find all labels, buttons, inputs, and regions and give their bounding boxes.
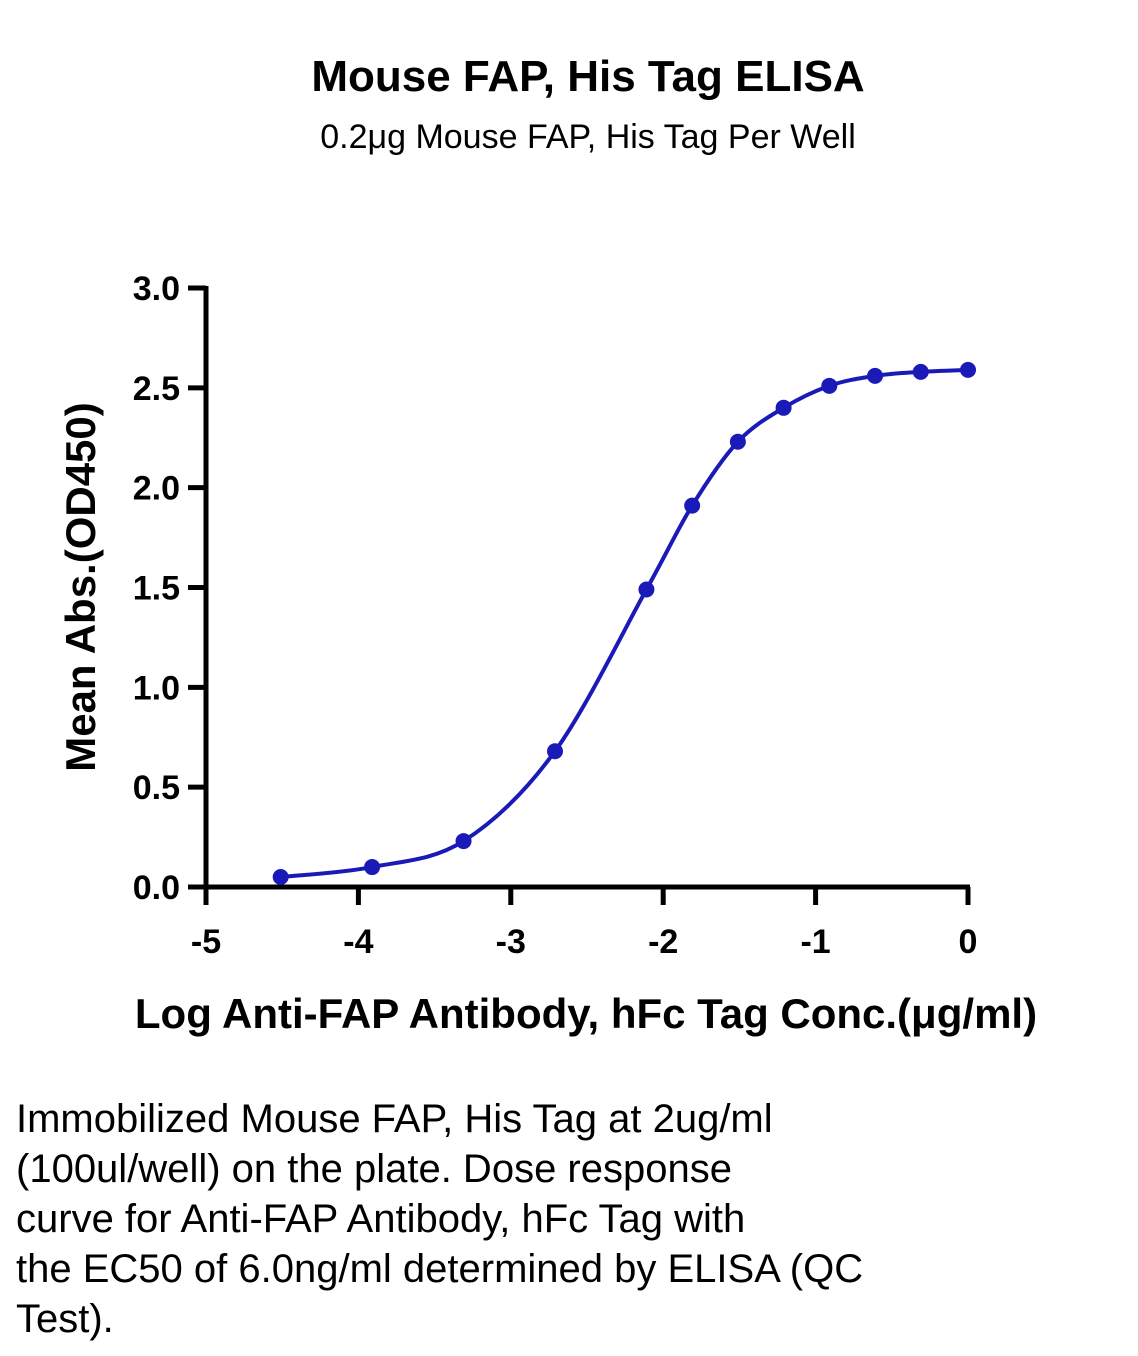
axes: 0.0 0.5 1.0 1.5 2.0 2.5 3.0 -5 -4 -3 -2 -1 0 [133, 270, 978, 961]
caption-line: (100ul/well) on the plate. Dose response [16, 1147, 732, 1191]
caption-line: curve for Anti-FAP Antibody, hFc Tag wit… [16, 1197, 746, 1241]
x-tick-label: 0 [959, 923, 978, 961]
data-point [912, 363, 929, 380]
x-tick-label: -1 [800, 923, 830, 961]
y-tick-label: 1.0 [133, 669, 180, 707]
y-tick-label: 2.0 [133, 470, 180, 508]
chart-title: Mouse FAP, His Tag ELISA [311, 52, 865, 101]
x-tick-label: -5 [191, 923, 221, 961]
x-tick-label: -4 [343, 923, 373, 961]
caption: Immobilized Mouse FAP, His Tag at 2ug/ml… [16, 1094, 1016, 1344]
series-line [280, 367, 969, 880]
data-point [775, 399, 792, 416]
data-point [638, 581, 655, 598]
caption-line: Test). [16, 1297, 114, 1341]
curve-layer [280, 367, 969, 880]
y-tick-label: 3.0 [133, 270, 180, 308]
data-point [729, 433, 746, 450]
x-tick-label: -3 [496, 923, 526, 961]
data-point [684, 497, 701, 514]
y-tick-label: 2.5 [133, 370, 180, 408]
data-point [821, 377, 838, 394]
points-layer [272, 361, 976, 886]
caption-line: the EC50 of 6.0ng/ml determined by ELISA… [16, 1247, 864, 1291]
data-point [960, 361, 976, 378]
data-point [546, 743, 563, 760]
chart-subtitle: 0.2μg Mouse FAP, His Tag Per Well [320, 118, 856, 156]
caption-line: Immobilized Mouse FAP, His Tag at 2ug/ml [16, 1097, 773, 1141]
data-point [867, 367, 884, 384]
chart: 0.0 0.5 1.0 1.5 2.0 2.5 3.0 -5 -4 -3 -2 -1 0 Log Ant… [57, 270, 1037, 1037]
y-axis-title: Mean Abs.(OD450) [57, 402, 104, 772]
y-tick-label: 1.5 [133, 570, 180, 608]
y-tick-label: 0.5 [133, 769, 180, 807]
data-point [364, 859, 381, 876]
x-axis-title: Log Anti-FAP Antibody, hFc Tag Conc.(μg/… [135, 990, 1037, 1037]
y-tick-label: 0.0 [133, 869, 180, 907]
data-point [272, 869, 289, 886]
data-point [455, 833, 472, 850]
x-tick-label: -2 [648, 923, 678, 961]
